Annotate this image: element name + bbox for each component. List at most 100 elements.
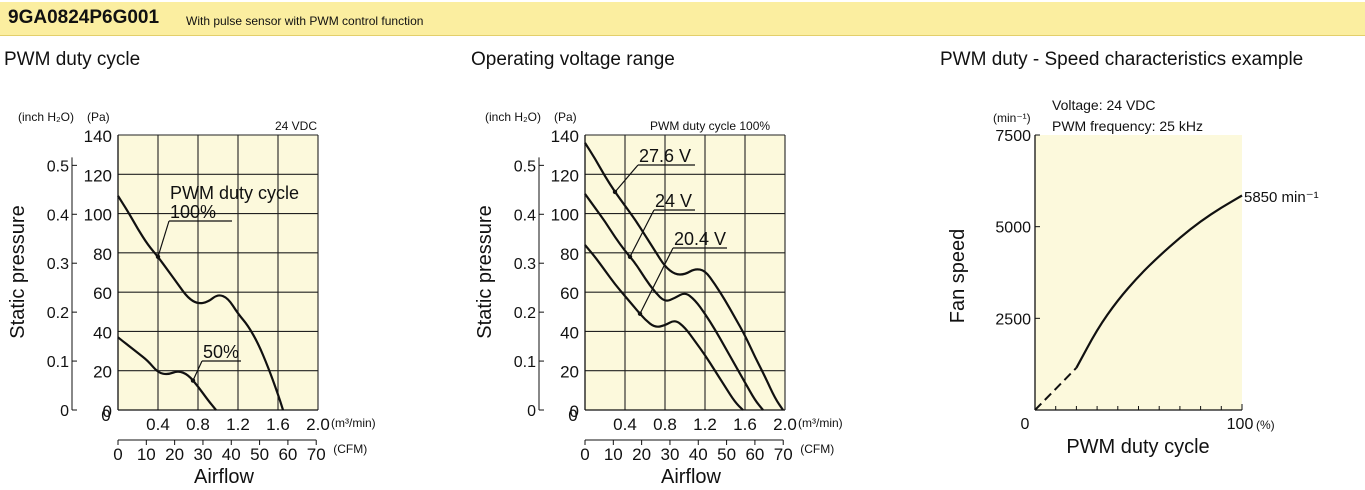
x-tick-label: 0.8: [186, 415, 210, 434]
leader-line: [614, 164, 639, 193]
cfm-tick-label: 60: [745, 445, 764, 464]
series-line: [584, 193, 764, 411]
leader-arrowhead: [612, 189, 618, 195]
series-label: 27.6 V: [639, 146, 691, 166]
series-label: 100%: [170, 202, 216, 222]
section-title-pwm-speed: PWM duty - Speed characteristics example: [940, 49, 1304, 70]
cfm-tick-label: 10: [137, 445, 156, 464]
end-value-label: 5850 min⁻¹: [1244, 189, 1319, 206]
x-tick-label: 0.4: [146, 415, 170, 434]
leader-arrowhead: [637, 311, 643, 316]
x-axis-title: PWM duty cycle: [1066, 436, 1209, 458]
model-subtitle: With pulse sensor with PWM control funct…: [186, 14, 424, 28]
y-axis-title: Fan speed: [947, 229, 969, 324]
cfm-tick-label: 30: [193, 445, 212, 464]
inch-tick-label: 0.2: [47, 305, 69, 322]
y-tick-label: 5000: [995, 220, 1031, 237]
note-pwm-frequency: PWM frequency: 25 kHz: [1052, 118, 1203, 134]
y-tick-label: 2500: [995, 311, 1031, 328]
x-tick-label: 1.2: [226, 415, 250, 434]
y-tick-label: 20: [93, 363, 112, 382]
inch-tick-label: 0: [527, 403, 536, 420]
y-tick-label: 80: [93, 245, 112, 264]
series-line: [117, 195, 285, 411]
y-tick-label: 140: [84, 127, 112, 146]
plot-area: [1035, 135, 1242, 410]
leader-line: [192, 360, 203, 381]
x-axis-title: Airflow: [661, 466, 722, 488]
x-tick-label: 1.2: [693, 415, 717, 434]
y-unit: (min⁻¹): [993, 111, 1031, 125]
cfm-tick-label: 20: [165, 445, 184, 464]
inch-tick-label: 0.4: [47, 207, 69, 224]
inch-tick-label: 0: [60, 403, 69, 420]
x-unit-cfm: (CFM): [800, 442, 834, 456]
series-line: [584, 142, 784, 411]
x-tick-label: 2.0: [306, 415, 330, 434]
y-tick-label: 120: [84, 166, 112, 185]
x-tick-label: 0.8: [653, 415, 677, 434]
cfm-tick-label: 30: [660, 445, 679, 464]
x-tick-label: 100: [1227, 416, 1254, 433]
series-label: 24 V: [655, 191, 692, 211]
x-unit-m3min: (m³/min): [798, 416, 843, 430]
y-tick-label: 0: [103, 402, 112, 421]
cfm-tick-label: 40: [689, 445, 708, 464]
cfm-tick-label: 50: [250, 445, 269, 464]
series-line-dashed: [1034, 367, 1078, 411]
inch-tick-label: 0.4: [514, 207, 536, 224]
leader-line: [639, 247, 674, 315]
x-tick-label: 0.4: [613, 415, 637, 434]
y-tick-label: 100: [84, 206, 112, 225]
section-title-pwm-duty-cycle: PWM duty cycle: [4, 49, 141, 70]
series-label: 50%: [203, 342, 239, 362]
cfm-tick-label: 0: [580, 445, 589, 464]
y-tick-label: 60: [93, 284, 112, 303]
section-title-operating-voltage: Operating voltage range: [471, 49, 675, 70]
series-line: [117, 336, 217, 411]
leader-arrowhead: [627, 254, 633, 259]
y-tick-label: 7500: [995, 128, 1031, 145]
x-origin-label: 0: [101, 406, 110, 425]
x-tick-label: 1.6: [733, 415, 757, 434]
note-voltage: Voltage: 24 VDC: [1052, 97, 1156, 113]
x-origin-label: 0: [568, 406, 577, 425]
plot-area: [585, 135, 785, 410]
chart-condition: PWM duty cycle 100%: [650, 119, 770, 133]
cfm-tick-label: 70: [774, 445, 793, 464]
chart-condition: 24 VDC: [275, 119, 317, 133]
x-tick-label: 2.0: [773, 415, 797, 434]
y-tick-label: 40: [93, 323, 112, 342]
y-tick-label: 40: [560, 323, 579, 342]
cfm-tick-label: 10: [604, 445, 623, 464]
leader-line: [157, 220, 170, 257]
y-unit-pa: (Pa): [554, 110, 577, 124]
y-tick-label: 140: [551, 127, 579, 146]
series-line: [584, 244, 744, 411]
inch-tick-label: 0.5: [47, 158, 69, 175]
plot-area: [118, 135, 318, 410]
inch-tick-label: 0.5: [514, 158, 536, 175]
y-tick-label: 100: [551, 206, 579, 225]
x-unit-m3min: (m³/min): [331, 416, 376, 430]
leader-arrowhead: [155, 254, 161, 259]
y-axis-title: Static pressure: [7, 205, 29, 338]
y-unit-inch: (inch H₂O): [485, 110, 541, 124]
y-tick-label: 60: [560, 284, 579, 303]
cfm-tick-label: 70: [307, 445, 326, 464]
y-tick-label: 120: [551, 166, 579, 185]
inch-tick-label: 0.2: [514, 305, 536, 322]
inch-tick-label: 0.3: [514, 256, 536, 273]
inch-tick-label: 0.1: [47, 354, 69, 371]
x-tick-label: 1.6: [266, 415, 290, 434]
y-axis-title: Static pressure: [474, 205, 496, 338]
y-unit-pa: (Pa): [87, 110, 110, 124]
y-tick-label: 20: [560, 363, 579, 382]
cfm-tick-label: 60: [278, 445, 297, 464]
x-unit-cfm: (CFM): [333, 442, 367, 456]
model-banner: 9GA0824P6G001 With pulse sensor with PWM…: [0, 2, 1365, 36]
y-tick-label: 0: [570, 402, 579, 421]
y-unit-inch: (inch H₂O): [18, 110, 74, 124]
x-unit: (%): [1256, 418, 1275, 432]
